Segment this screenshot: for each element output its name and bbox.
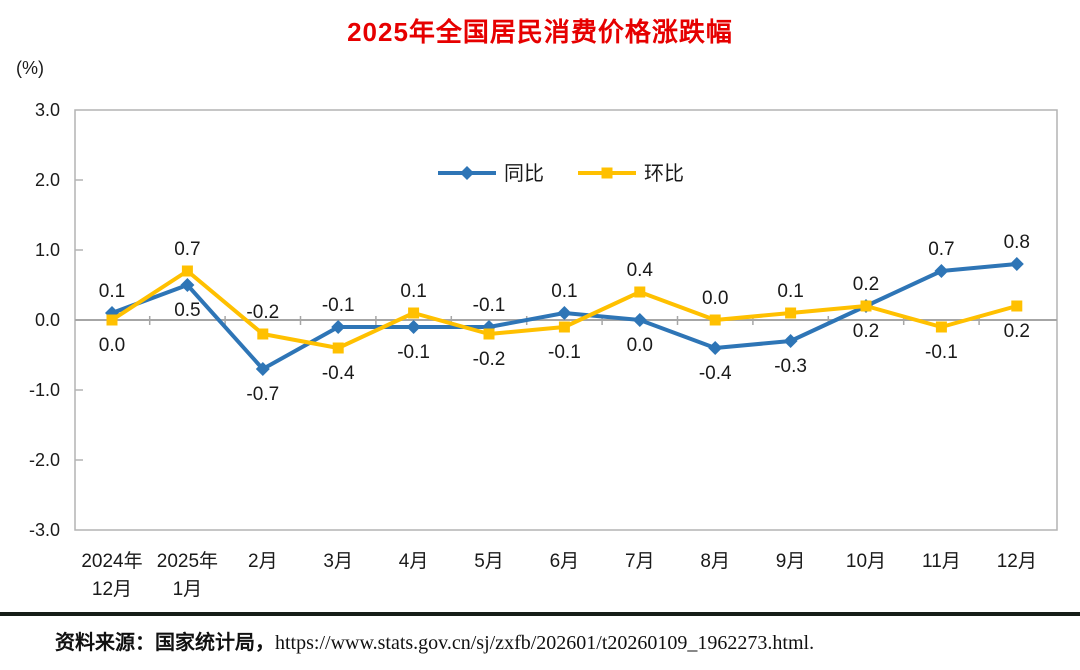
svg-text:-0.4: -0.4 <box>699 363 732 384</box>
svg-text:1月: 1月 <box>173 579 203 600</box>
source-label: 资料来源：国家统计局， <box>55 632 275 654</box>
svg-text:-0.1: -0.1 <box>322 295 355 316</box>
svg-text:0.2: 0.2 <box>853 321 879 342</box>
svg-text:0.0: 0.0 <box>99 335 125 356</box>
svg-text:0.1: 0.1 <box>777 281 803 302</box>
svg-text:8月: 8月 <box>700 551 730 572</box>
svg-text:1.0: 1.0 <box>35 240 60 260</box>
legend-item-tongbi: 同比 <box>438 162 544 185</box>
svg-text:0.7: 0.7 <box>928 239 954 260</box>
svg-text:10月: 10月 <box>846 551 886 572</box>
legend: 同比 环比 <box>438 162 684 185</box>
svg-text:-0.1: -0.1 <box>397 342 430 363</box>
svg-text:环比: 环比 <box>644 162 684 185</box>
svg-text:-0.2: -0.2 <box>246 302 279 323</box>
svg-text:5月: 5月 <box>474 551 504 572</box>
svg-text:0.0: 0.0 <box>35 310 60 330</box>
svg-text:12月: 12月 <box>997 551 1037 572</box>
svg-text:2025年: 2025年 <box>157 550 218 572</box>
series-huanbi <box>106 265 1023 354</box>
cpi-line-chart: 3.02.01.00.0-1.0-2.0-3.02024年12月2025年1月2… <box>29 100 1058 600</box>
svg-text:2.0: 2.0 <box>35 170 60 190</box>
source-divider-line <box>0 612 1080 616</box>
svg-text:2月: 2月 <box>248 551 278 572</box>
svg-text:0.1: 0.1 <box>400 281 426 302</box>
svg-text:0.0: 0.0 <box>627 335 653 356</box>
svg-text:0.1: 0.1 <box>99 281 125 302</box>
svg-text:0.2: 0.2 <box>853 274 879 295</box>
legend-item-huanbi: 环比 <box>578 162 684 185</box>
svg-text:-0.7: -0.7 <box>246 384 279 405</box>
svg-text:-0.2: -0.2 <box>473 349 506 370</box>
svg-text:-0.3: -0.3 <box>774 356 807 377</box>
axes <box>74 109 1058 531</box>
svg-text:6月: 6月 <box>550 551 580 572</box>
svg-text:-3.0: -3.0 <box>29 520 60 540</box>
svg-text:0.8: 0.8 <box>1004 232 1030 253</box>
svg-text:12月: 12月 <box>92 579 132 600</box>
data-labels: 0.1 0.0 0.5 0.7 -0.7 -0.2 -0.1 -0.4 -0.1 0.1 -0.1 -… <box>99 232 1030 405</box>
source-footer: 资料来源：国家统计局，https://www.stats.gov.cn/sj/z… <box>55 626 1055 655</box>
svg-text:11月: 11月 <box>922 551 961 572</box>
svg-text:3月: 3月 <box>323 551 353 572</box>
y-axis-labels: 3.0 2.0 1.0 0.0 -1.0 -2.0 -3.0 <box>29 100 60 540</box>
chart-title: 2025年全国居民消费价格涨跌幅 <box>347 17 733 47</box>
svg-text:0.5: 0.5 <box>174 300 200 321</box>
svg-text:2024年: 2024年 <box>81 550 142 572</box>
svg-text:0.4: 0.4 <box>627 260 654 281</box>
svg-text:0.7: 0.7 <box>174 239 200 260</box>
source-url: https://www.stats.gov.cn/sj/zxfb/202601/… <box>275 632 815 654</box>
x-axis-labels: 2024年 12月 2025年 1月 2月 3月 4月 5月 6月 7月 8月 9月 10月 11月 12月 <box>81 550 1037 600</box>
y-axis-unit-label: (%) <box>16 58 44 78</box>
svg-text:-2.0: -2.0 <box>29 450 60 470</box>
svg-text:-0.1: -0.1 <box>925 342 958 363</box>
svg-text:3.0: 3.0 <box>35 100 60 120</box>
svg-text:0.1: 0.1 <box>551 281 577 302</box>
svg-text:-1.0: -1.0 <box>29 380 60 400</box>
svg-text:同比: 同比 <box>504 162 544 185</box>
svg-text:-0.1: -0.1 <box>473 295 506 316</box>
svg-text:-0.4: -0.4 <box>322 363 355 384</box>
svg-text:7月: 7月 <box>625 551 655 572</box>
svg-text:-0.1: -0.1 <box>548 342 581 363</box>
svg-text:0.0: 0.0 <box>702 288 728 309</box>
svg-text:9月: 9月 <box>776 551 806 572</box>
svg-text:0.2: 0.2 <box>1004 321 1030 342</box>
svg-text:4月: 4月 <box>399 551 429 572</box>
